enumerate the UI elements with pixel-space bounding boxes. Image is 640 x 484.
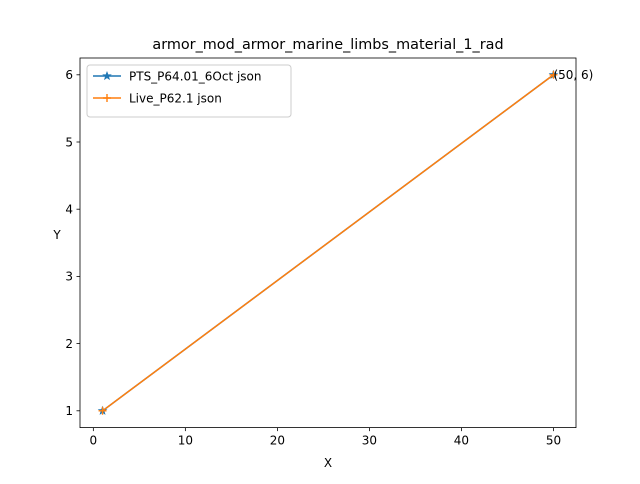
y-tick-label: 6 [65, 68, 73, 82]
y-tick-label: 4 [65, 203, 73, 217]
plot-area: (50, 6) [97, 68, 593, 415]
legend-marker [103, 94, 111, 102]
legend-marker [102, 70, 112, 81]
x-tick-label: 40 [454, 434, 469, 448]
x-tick-label: 0 [90, 434, 98, 448]
y-tick-label: 2 [65, 337, 73, 351]
legend: PTS_P64.01_6Oct json Live_P62.1 json [86, 64, 292, 118]
y-axis-label: Y [52, 228, 61, 242]
y-tick-label: 3 [65, 270, 73, 284]
x-tick-label: 30 [362, 434, 377, 448]
series-line-2 [101, 73, 555, 412]
point-annotation: (50, 6) [553, 68, 593, 82]
data-point-marker [549, 70, 558, 79]
y-tick-label: 1 [65, 404, 73, 418]
x-axis-label: X [324, 456, 332, 470]
x-tick-label: 10 [178, 434, 193, 448]
series-2 [98, 70, 558, 415]
x-tick-label: 50 [546, 434, 561, 448]
legend-label: Live_P62.1 json [129, 91, 222, 105]
y-tick-label: 5 [65, 135, 73, 149]
legend-box [86, 64, 292, 118]
data-point-marker [98, 406, 107, 415]
legend-label: PTS_P64.01_6Oct json [129, 69, 262, 83]
chart-title: armor_mod_armor_marine_limbs_material_1_… [152, 37, 503, 53]
x-tick-label: 20 [270, 434, 285, 448]
axes-frame [79, 57, 577, 429]
legend-entry-2: Live_P62.1 json [93, 91, 222, 105]
legend-entry-1: PTS_P64.01_6Oct json [93, 69, 262, 83]
axes: 0 10 20 30 40 50 1 2 3 4 5 6 [65, 57, 577, 448]
